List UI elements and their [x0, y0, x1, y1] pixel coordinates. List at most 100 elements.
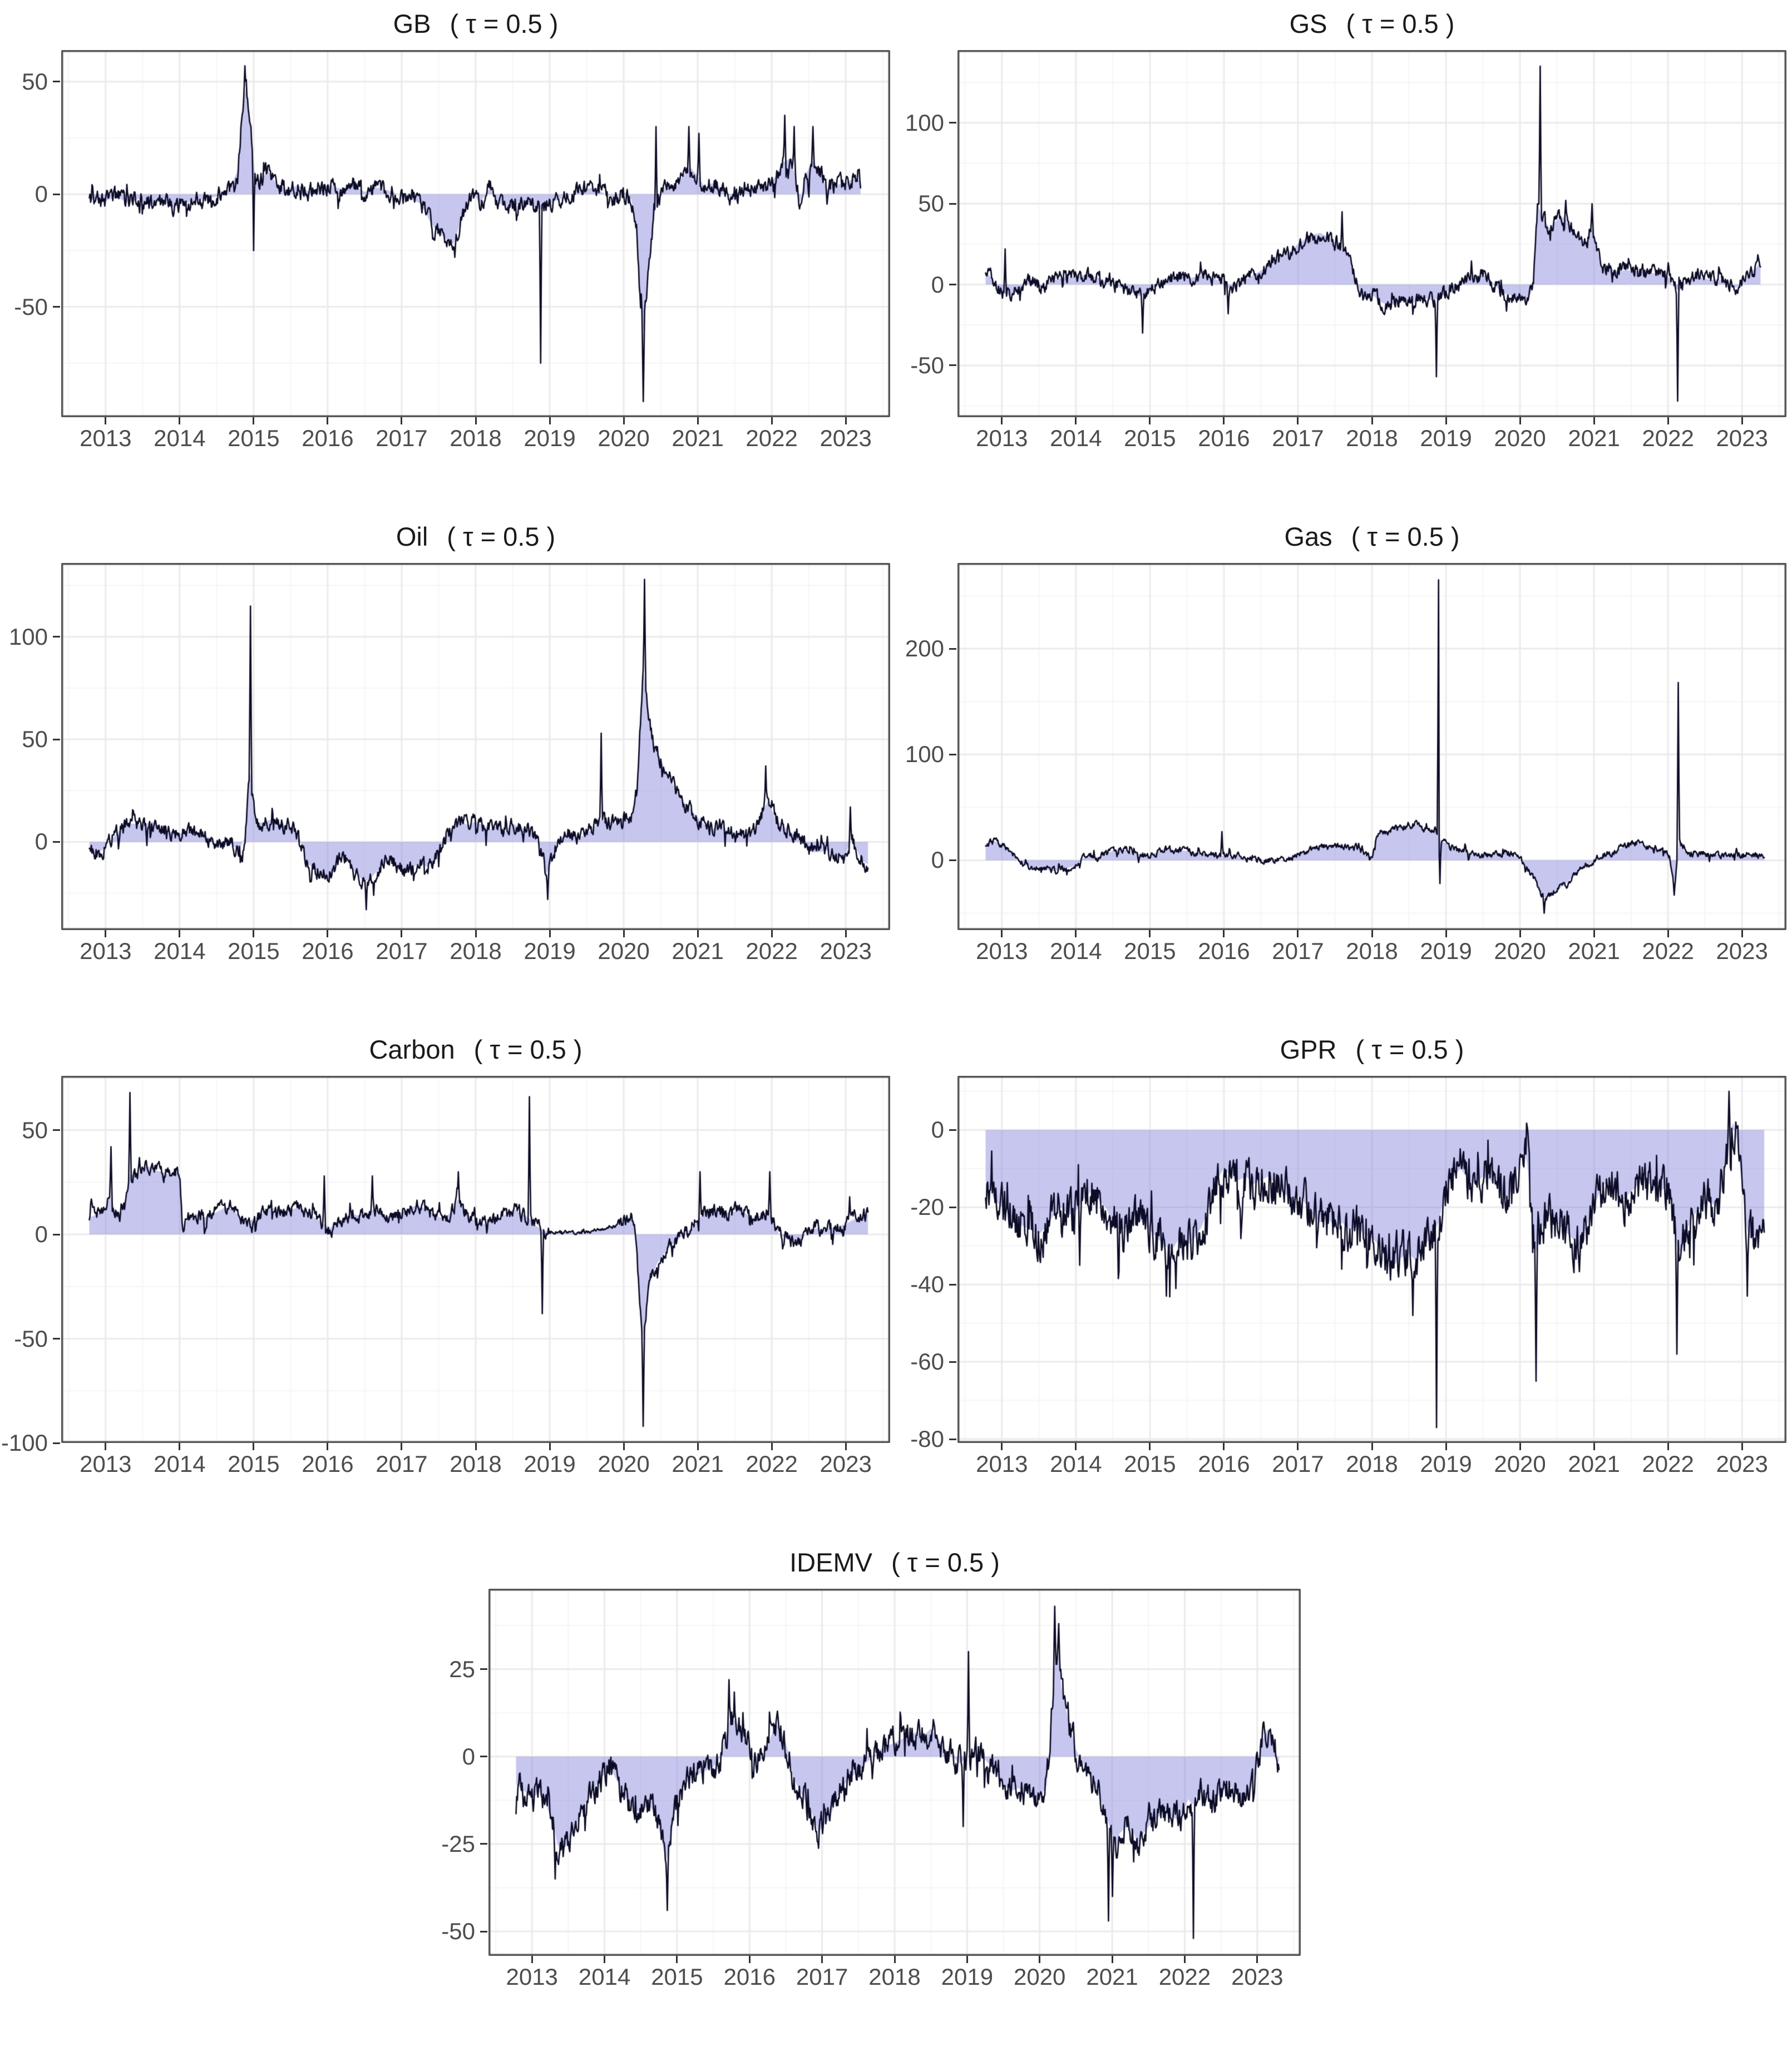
- x-tick-label: 2022: [746, 425, 798, 451]
- x-tick-mark: [1149, 1443, 1151, 1450]
- y-tick-mark: [949, 648, 956, 650]
- y-tick-mark: [949, 1129, 956, 1131]
- chart-title: GPR ( τ = 0.5 ): [957, 1030, 1786, 1069]
- figure-row-3: Carbon( τ = 0.5 ) -100 -50 0 50 2013 2014 201…: [0, 1030, 1792, 1543]
- x-tick-label: 2018: [1346, 1451, 1398, 1477]
- x-tick-label: 2017: [376, 425, 428, 451]
- chart-title: Gas ( τ = 0.5 ): [957, 517, 1786, 556]
- y-tick-mark: [53, 636, 60, 638]
- chart-title: IDEMV ( τ = 0.5 ): [488, 1543, 1301, 1582]
- chart-title: Oil ( τ = 0.5 ): [61, 517, 890, 556]
- y-tick-mark: [949, 1283, 956, 1286]
- chart-canvas-oil: [61, 563, 890, 930]
- x-tick-mark: [1445, 417, 1447, 424]
- chart-title-tau: ( τ = 0.5 ): [1355, 1035, 1464, 1064]
- x-tick-mark: [549, 930, 551, 937]
- plot-area: 2013 2014 2015 2016 2017 2018 2019 2020 2021 2022…: [488, 1589, 1301, 1990]
- y-tick-mark: [53, 1233, 60, 1235]
- x-tick-mark: [1519, 930, 1521, 937]
- x-tick-mark: [893, 1956, 896, 1963]
- x-tick-label: 2017: [1272, 425, 1324, 451]
- y-tick-label: -80: [910, 1426, 944, 1452]
- x-tick-label: 2022: [1642, 425, 1694, 451]
- x-axis: 2013 2014 2015 2016 2017 2018 2019 2020 2021 2022…: [61, 930, 890, 965]
- chart-panel-gpr: GPR( τ = 0.5 ) -80 -60 -40 -20 0 2013 2014 201…: [902, 1030, 1786, 1477]
- y-tick-label: -100: [1, 1430, 48, 1456]
- x-tick-mark: [623, 417, 625, 424]
- x-tick-label: 2014: [1050, 425, 1102, 451]
- x-tick-mark: [821, 1956, 823, 1963]
- x-tick-mark: [1223, 417, 1225, 424]
- x-axis: 2013 2014 2015 2016 2017 2018 2019 2020 2021 2022…: [61, 417, 890, 452]
- x-tick-label: 2015: [1124, 425, 1176, 451]
- x-tick-label: 2019: [524, 425, 576, 451]
- x-tick-label: 2023: [1716, 1451, 1768, 1477]
- y-tick-mark: [949, 284, 956, 286]
- x-tick-label: 2015: [228, 1451, 280, 1477]
- x-tick-mark: [475, 1443, 477, 1450]
- x-tick-label: 2018: [868, 1964, 921, 1990]
- x-tick-mark: [845, 417, 847, 424]
- x-tick-mark: [179, 930, 181, 937]
- chart-title-tau: ( τ = 0.5 ): [473, 1035, 582, 1064]
- x-tick-mark: [697, 930, 699, 937]
- chart-panel-idemv: IDEMV( τ = 0.5 ) -50 -25 0 25 2013 2014 2015 2…: [433, 1543, 1301, 1990]
- x-tick-label: 2016: [1198, 1451, 1250, 1477]
- y-tick-mark: [949, 1361, 956, 1363]
- x-tick-mark: [771, 417, 773, 424]
- x-axis: 2013 2014 2015 2016 2017 2018 2019 2020 2021 2022…: [61, 1443, 890, 1477]
- y-tick-mark: [480, 1668, 487, 1670]
- x-tick-mark: [1667, 417, 1669, 424]
- x-tick-mark: [401, 930, 403, 937]
- figure-row-1: GB( τ = 0.5 ) -50 0 50 2013 2014 2015 2016 201…: [0, 4, 1792, 517]
- x-tick-mark: [1593, 930, 1595, 937]
- x-tick-mark: [1075, 1443, 1077, 1450]
- x-tick-mark: [1149, 417, 1151, 424]
- y-tick-label: -20: [910, 1194, 944, 1220]
- y-tick-mark: [53, 1129, 60, 1131]
- x-tick-label: 2022: [746, 1451, 798, 1477]
- x-tick-label: 2022: [1158, 1964, 1211, 1990]
- y-axis: 0 100 200: [902, 563, 957, 930]
- x-tick-mark: [1297, 417, 1299, 424]
- x-tick-label: 2015: [1124, 1451, 1176, 1477]
- y-tick-label: -25: [441, 1830, 475, 1857]
- y-tick-label: 50: [918, 190, 944, 217]
- x-tick-label: 2016: [302, 938, 354, 964]
- x-tick-label: 2020: [598, 425, 650, 451]
- y-tick-label: 0: [462, 1743, 475, 1770]
- x-axis: 2013 2014 2015 2016 2017 2018 2019 2020 2021 2022…: [488, 1956, 1301, 1990]
- x-tick-mark: [748, 1956, 751, 1963]
- x-tick-mark: [1223, 1443, 1225, 1450]
- x-tick-label: 2014: [1050, 1451, 1102, 1477]
- x-tick-mark: [1593, 417, 1595, 424]
- x-tick-label: 2015: [1124, 938, 1176, 964]
- x-tick-label: 2019: [524, 1451, 576, 1477]
- x-tick-label: 2014: [1050, 938, 1102, 964]
- x-tick-mark: [1075, 417, 1077, 424]
- x-tick-label: 2017: [1272, 938, 1324, 964]
- y-tick-mark: [53, 306, 60, 308]
- x-tick-mark: [1001, 930, 1003, 937]
- y-tick-label: -50: [441, 1918, 475, 1944]
- x-tick-mark: [1149, 930, 1151, 937]
- x-tick-label: 2013: [506, 1964, 558, 1990]
- x-tick-mark: [105, 1443, 107, 1450]
- figure-row-2: Oil( τ = 0.5 ) 0 50 100 2013 2014 2015 2016 20…: [0, 517, 1792, 1030]
- y-tick-label: 50: [22, 68, 48, 95]
- y-tick-mark: [480, 1843, 487, 1845]
- x-tick-label: 2023: [820, 938, 872, 964]
- x-tick-label: 2014: [154, 425, 206, 451]
- x-axis: 2013 2014 2015 2016 2017 2018 2019 2020 2021 2022…: [957, 930, 1786, 965]
- x-tick-label: 2016: [1198, 425, 1250, 451]
- x-tick-mark: [1223, 930, 1225, 937]
- y-tick-label: 200: [905, 635, 944, 662]
- y-tick-label: 0: [931, 847, 944, 873]
- chart-canvas-gs: [957, 50, 1786, 417]
- x-tick-mark: [1183, 1956, 1186, 1963]
- x-tick-label: 2021: [1568, 425, 1620, 451]
- x-tick-label: 2019: [1420, 425, 1472, 451]
- x-tick-label: 2015: [651, 1964, 703, 1990]
- chart-panel-gs: GS ( τ = 0.5 ) -50 0 50 100 2013 2014 2015 2016…: [902, 4, 1786, 452]
- x-tick-mark: [253, 417, 255, 424]
